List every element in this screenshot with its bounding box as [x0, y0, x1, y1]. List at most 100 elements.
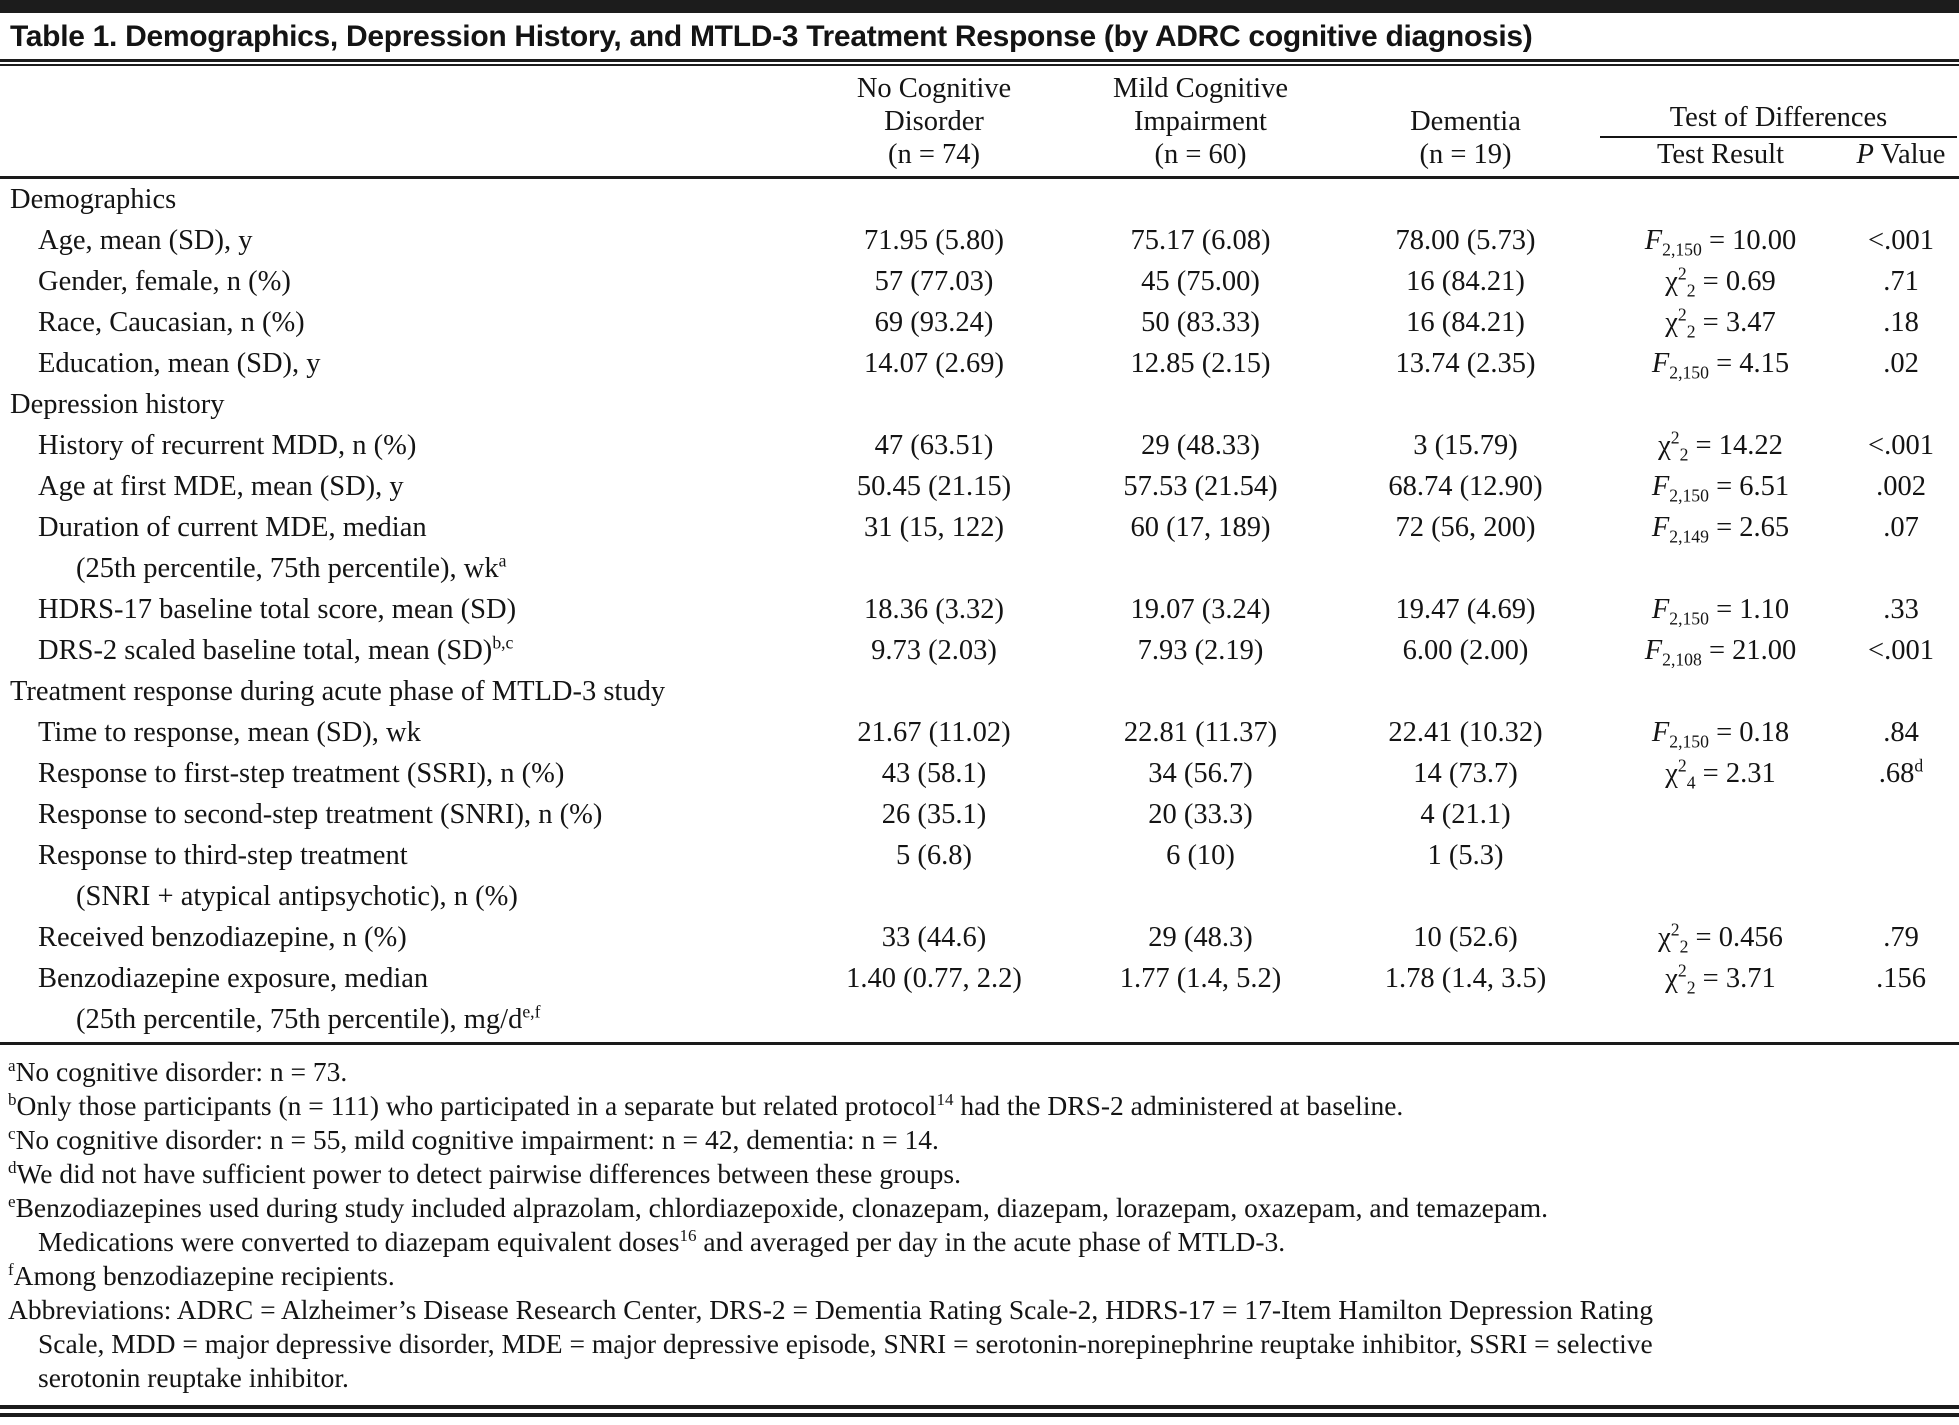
row-label: Response to second-step treatment (SNRI)… — [38, 799, 603, 830]
value-cell: 14 (73.7) — [1413, 758, 1518, 789]
table-row: Age, mean (SD), y 71.95 (5.80) 75.17 (6.08… — [0, 220, 1959, 261]
test-result-cell: χ22 = 0.456 — [1658, 919, 1783, 957]
value-cell: 47 (63.51) — [874, 430, 994, 461]
section-row: Depression history — [0, 384, 1959, 425]
test-result-cell: χ24 = 2.31 — [1665, 755, 1776, 793]
value-cell: 1 (5.3) — [1427, 840, 1504, 871]
col-header-n-19: (n = 19) — [1333, 138, 1598, 179]
col-header-line: Impairment — [1134, 106, 1267, 137]
p-value-cell: .07 — [1883, 512, 1919, 543]
value-cell: 29 (48.3) — [1148, 922, 1253, 953]
test-result-cell: F2,150 = 4.15 — [1651, 348, 1790, 383]
row-label: HDRS-17 baseline total score, mean (SD) — [38, 594, 517, 625]
footnote: cNo cognitive disorder: n = 55, mild cog… — [8, 1123, 1949, 1157]
table-row: Duration of current MDE, median (25th per… — [0, 507, 1959, 589]
test-result-cell: F2,150 = 10.00 — [1644, 225, 1797, 260]
footnote: eBenzodiazepines used during study inclu… — [8, 1191, 1949, 1259]
p-value-cell — [1843, 835, 1959, 917]
col-header-test-of-differences: Test of Differences — [1598, 72, 1959, 138]
p-value-cell: .84 — [1883, 717, 1919, 748]
footnote: Abbreviations: ADRC = Alzheimer’s Diseas… — [8, 1293, 1949, 1395]
section-label: Demographics — [10, 184, 177, 215]
table-row: Age at first MDE, mean (SD), y 50.45 (21.… — [0, 466, 1959, 507]
col-header-line: Dementia — [1410, 106, 1521, 137]
header-spacer — [0, 138, 800, 179]
test-result-cell: F2,150 = 6.51 — [1651, 471, 1790, 506]
demographics-table: No Cognitive Disorder Mild Cognitive Imp… — [0, 72, 1959, 1040]
row-label: Duration of current MDE, median (25th per… — [38, 512, 507, 584]
p-value-cell: .156 — [1876, 963, 1926, 994]
value-cell: 22.81 (11.37) — [1123, 717, 1278, 748]
footnote-line: bOnly those participants (n = 111) who p… — [8, 1089, 1404, 1121]
p-value-cell: .79 — [1883, 922, 1919, 953]
value-cell: 71.95 (5.80) — [863, 225, 1005, 256]
test-result-cell — [1598, 835, 1843, 917]
footnote-line: aNo cognitive disorder: n = 73. — [8, 1055, 348, 1087]
value-cell: 68.74 (12.90) — [1388, 471, 1543, 502]
table-row: Education, mean (SD), y 14.07 (2.69) 12.85… — [0, 343, 1959, 384]
row-label: Time to response, mean (SD), wk — [38, 717, 421, 748]
footnote-line: dWe did not have sufficient power to det… — [8, 1157, 961, 1189]
section-label: Treatment response during acute phase of… — [10, 676, 666, 707]
footnote-line: eBenzodiazepines used during study inclu… — [8, 1191, 1549, 1223]
value-cell: 20 (33.3) — [1148, 799, 1253, 830]
footnote-line: serotonin reuptake inhibitor. — [38, 1362, 349, 1393]
test-of-differences-label: Test of Differences — [1600, 101, 1957, 138]
value-cell: 3 (15.79) — [1413, 430, 1518, 461]
footnote-line: Scale, MDD = major depressive disorder, … — [38, 1328, 1653, 1359]
p-value-cell: .33 — [1883, 594, 1919, 625]
col-header-n-60: (n = 60) — [1068, 138, 1333, 179]
footnote-line: Abbreviations: ADRC = Alzheimer’s Diseas… — [8, 1294, 1653, 1325]
row-label: DRS-2 scaled baseline total, mean (SD)b,… — [38, 632, 514, 666]
p-value-cell: .68d — [1878, 755, 1924, 789]
value-cell: 1.78 (1.4, 3.5) — [1384, 963, 1547, 994]
value-cell: 1.77 (1.4, 5.2) — [1119, 963, 1282, 994]
value-cell: 13.74 (2.35) — [1395, 348, 1536, 379]
footnote: fAmong benzodiazepine recipients. — [8, 1259, 1949, 1293]
value-cell: 72 (56, 200) — [1395, 512, 1536, 543]
table-row: History of recurrent MDD, n (%) 47 (63.51… — [0, 425, 1959, 466]
value-cell: 10 (52.6) — [1413, 922, 1518, 953]
value-cell: 57 (77.03) — [874, 266, 994, 297]
p-value-cell: <.001 — [1868, 635, 1934, 666]
value-cell: 7.93 (2.19) — [1137, 635, 1264, 666]
p-value-cell: .71 — [1883, 266, 1919, 297]
value-cell: 6.00 (2.00) — [1402, 635, 1529, 666]
table-row: Response to second-step treatment (SNRI)… — [0, 794, 1959, 835]
test-result-cell: F2,108 = 21.00 — [1644, 635, 1797, 670]
col-header-p-value: P Value — [1843, 138, 1959, 179]
test-result-cell: F2,149 = 2.65 — [1651, 512, 1790, 547]
p-value-cell: .02 — [1883, 348, 1919, 379]
test-result-cell — [1598, 794, 1843, 835]
table-body: Demographics Age, mean (SD), y 71.95 (5.80… — [0, 178, 1959, 1041]
col-header-dementia: Dementia — [1333, 72, 1598, 138]
p-value-cell: <.001 — [1868, 225, 1934, 256]
table-row: Response to third-step treatment (SNRI + … — [0, 835, 1959, 917]
value-cell: 26 (35.1) — [881, 799, 987, 830]
p-value-cell: .002 — [1876, 471, 1926, 502]
value-cell: 34 (56.7) — [1148, 758, 1253, 789]
value-cell: 69 (93.24) — [874, 307, 994, 338]
test-result-cell: χ22 = 14.22 — [1658, 427, 1783, 465]
footnote-line: cNo cognitive disorder: n = 55, mild cog… — [8, 1123, 939, 1155]
footnote-line: Medications were converted to diazepam e… — [38, 1225, 1286, 1257]
value-cell: 50.45 (21.15) — [856, 471, 1012, 502]
test-result-cell: χ22 = 3.47 — [1665, 304, 1776, 342]
value-cell: 22.41 (10.32) — [1388, 717, 1543, 748]
value-cell: 18.36 (3.32) — [863, 594, 1005, 625]
p-value-cell: <.001 — [1868, 430, 1934, 461]
test-result-cell: χ22 = 3.71 — [1665, 960, 1776, 998]
value-cell: 19.07 (3.24) — [1130, 594, 1271, 625]
row-label: Age at first MDE, mean (SD), y — [38, 471, 404, 502]
table-row: Race, Caucasian, n (%) 69 (93.24) 50 (83.3… — [0, 302, 1959, 343]
footnote: bOnly those participants (n = 111) who p… — [8, 1089, 1949, 1123]
row-label: Race, Caucasian, n (%) — [38, 307, 305, 338]
table-row: DRS-2 scaled baseline total, mean (SD)b,… — [0, 630, 1959, 671]
col-header-mild-cognitive-impairment: Mild Cognitive Impairment — [1068, 72, 1333, 138]
bottom-rule — [0, 1405, 1959, 1417]
value-cell: 50 (83.33) — [1141, 307, 1260, 338]
section-label: Depression history — [10, 389, 225, 420]
value-cell: 9.73 (2.03) — [871, 635, 997, 666]
p-value-cell — [1843, 794, 1959, 835]
row-label: Response to third-step treatment (SNRI + … — [38, 840, 518, 912]
